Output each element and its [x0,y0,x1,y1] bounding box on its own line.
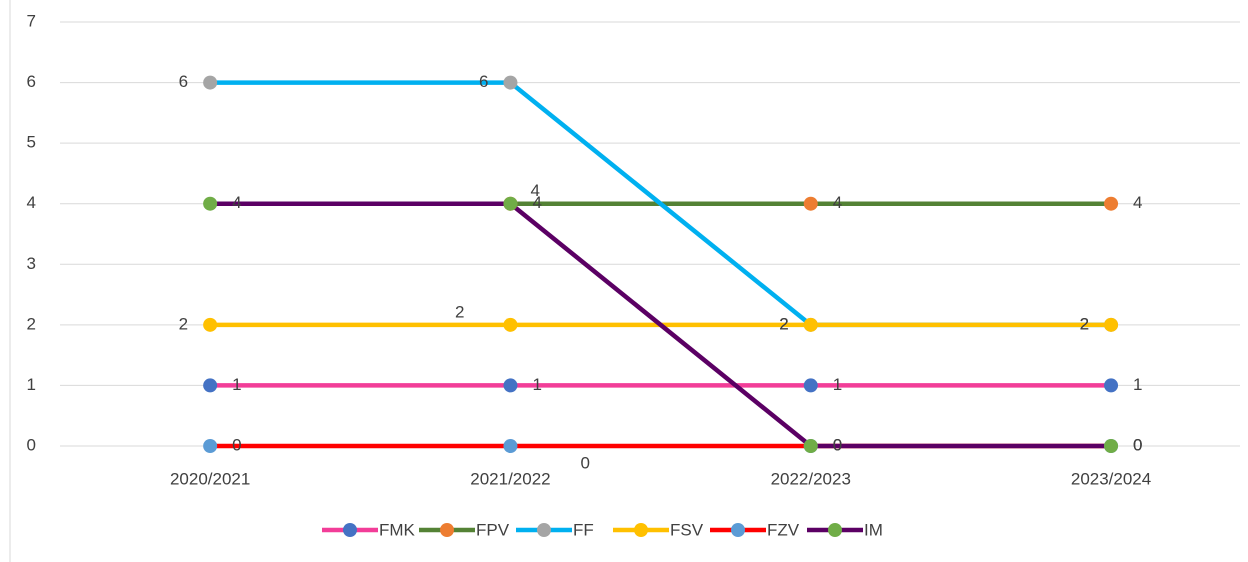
legend-marker [634,523,648,537]
data-label: 4 [833,193,842,212]
data-label: 1 [532,375,541,394]
legend-label: FSV [670,520,704,539]
data-label: 4 [532,193,541,212]
data-label: 0 [833,435,842,454]
x-tick-label: 2022/2023 [771,469,851,488]
marker [203,378,218,393]
marker [203,317,218,332]
y-tick-label: 0 [27,435,36,454]
marker [203,439,218,453]
marker [203,196,218,211]
marker [503,196,518,211]
legend-label: IM [864,520,883,539]
data-label: 0 [580,453,589,472]
data-label: 0 [1133,435,1142,454]
data-label: 6 [179,72,188,91]
data-label: 0 [232,435,241,454]
marker [1104,196,1119,211]
y-tick-label: 5 [27,133,36,152]
data-label: 1 [232,375,241,394]
data-label: 2 [1080,314,1089,333]
legend-marker [731,523,745,537]
y-tick-label: 3 [27,254,36,273]
marker [1104,317,1119,332]
x-tick-label: 2023/2024 [1071,469,1151,488]
series-line [210,201,1112,449]
marker [803,439,818,453]
legend-marker [828,523,842,537]
legend-marker [440,523,454,537]
marker [803,196,818,211]
x-tick-label: 2020/2021 [170,469,250,488]
y-tick-label: 6 [27,72,36,91]
y-tick-label: 2 [27,314,36,333]
data-label: 1 [1133,375,1142,394]
marker [1104,378,1119,393]
legend-marker [343,523,357,537]
marker [503,75,518,90]
marker [1104,439,1119,453]
data-label: 4 [530,181,539,200]
data-label: 0 [1133,435,1142,454]
legend-label: FF [573,520,594,539]
data-label: 0 [833,435,842,454]
data-label: 4 [232,193,241,212]
marker [203,75,218,90]
y-tick-label: 4 [27,193,36,212]
marker [503,378,518,393]
data-label: 2 [779,314,788,333]
data-label: 4 [1133,193,1142,212]
data-label: 2 [179,314,188,333]
y-tick-label: 7 [27,11,36,30]
marker [803,317,818,332]
data-label: 1 [833,375,842,394]
data-label: 2 [779,314,788,333]
x-tick-label: 2021/2022 [470,469,550,488]
y-tick-label: 1 [27,375,36,394]
legend-label: FMK [379,520,416,539]
data-label: 6 [479,72,488,91]
marker [803,378,818,393]
data-label: 2 [1080,314,1089,333]
marker [503,439,518,453]
data-label: 2 [455,302,464,321]
legend-label: FZV [767,520,800,539]
legend-label: FPV [476,520,510,539]
legend-marker [537,523,551,537]
marker [503,317,518,332]
